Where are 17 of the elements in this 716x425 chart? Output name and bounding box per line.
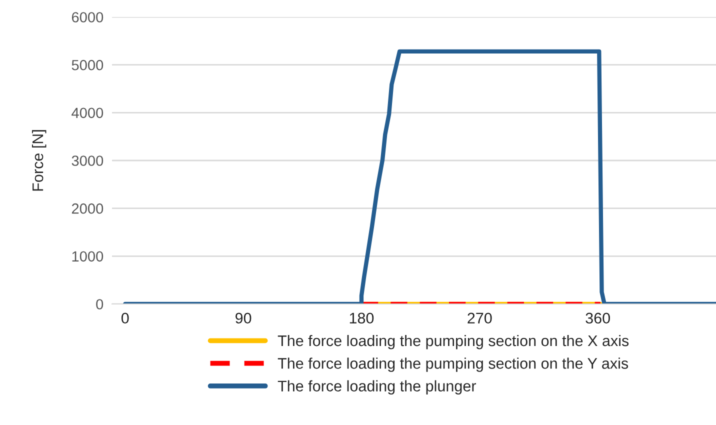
y-tick-label: 3000 bbox=[72, 156, 104, 166]
legend-label: The force loading the plunger bbox=[278, 380, 476, 394]
line-series bbox=[123, 49, 716, 304]
x-tick-label: 0 bbox=[121, 312, 129, 324]
legend-label: The force loading the pumping section on the X axis bbox=[278, 334, 629, 350]
y-tick-label: 5000 bbox=[72, 60, 104, 70]
x-tick-label: 270 bbox=[468, 312, 492, 324]
y-tick-label: 2000 bbox=[72, 203, 104, 214]
y-axis-title: Force [N] bbox=[32, 130, 46, 191]
legend-label: The force loading the pumping section on the Y axis bbox=[278, 358, 628, 372]
y-tick-label: 6000 bbox=[72, 12, 104, 22]
x-tick-label: 90 bbox=[236, 312, 252, 324]
y-tick-label: 0 bbox=[96, 299, 104, 310]
y-tick-label: 1000 bbox=[72, 251, 104, 262]
x-tick-label: 360 bbox=[586, 312, 610, 324]
y-tick-label: 4000 bbox=[72, 108, 104, 118]
x-tick-label: 180 bbox=[350, 312, 374, 324]
